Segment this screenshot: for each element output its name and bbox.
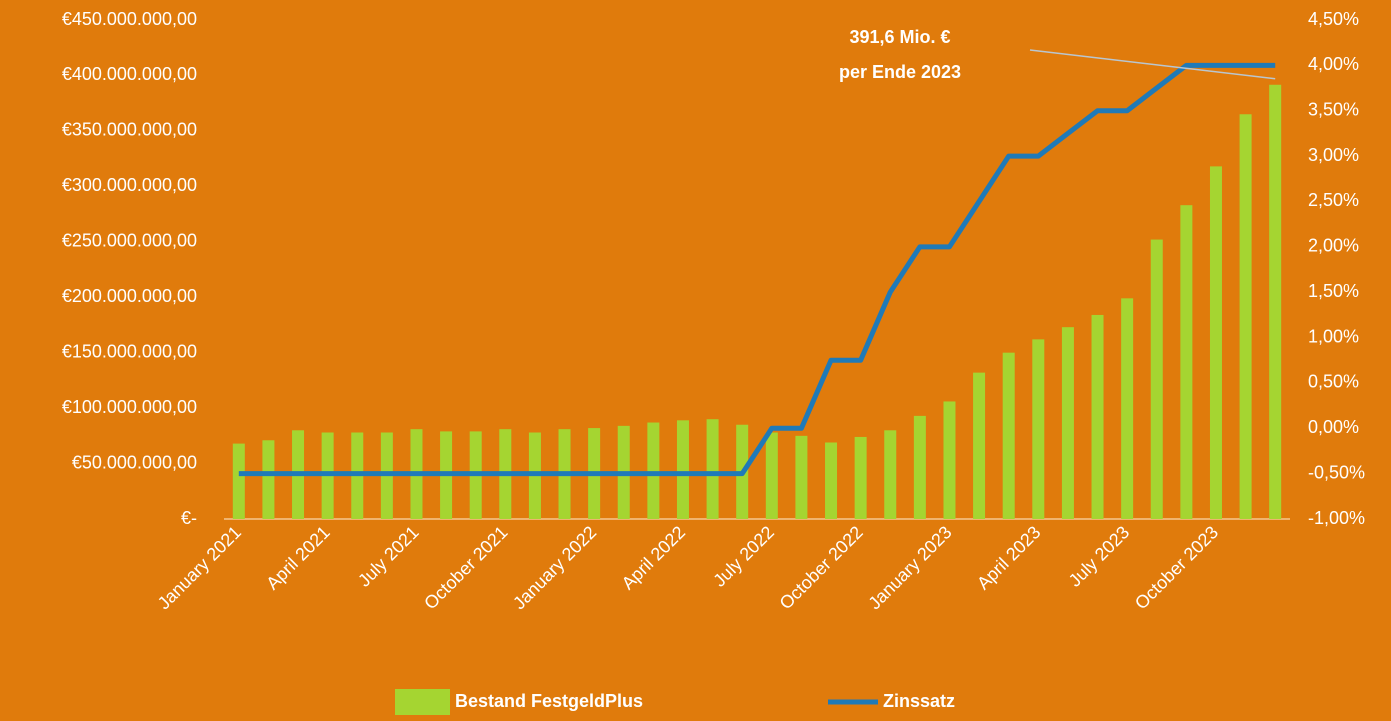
bar (1121, 298, 1134, 519)
legend-swatch (395, 689, 450, 715)
bar (1002, 352, 1015, 519)
bar (1150, 239, 1163, 519)
bar (647, 422, 660, 519)
bar (825, 442, 838, 519)
annotation: 391,6 Mio. € (849, 27, 950, 47)
legend-label: Bestand FestgeldPlus (455, 691, 643, 711)
bar (1180, 205, 1193, 519)
y-tick-label: €100.000.000,00 (62, 397, 197, 417)
y2-tick-label: -1,00% (1308, 508, 1365, 528)
y2-tick-label: 3,50% (1308, 99, 1359, 119)
y2-tick-label: 1,00% (1308, 326, 1359, 346)
annotation: per Ende 2023 (839, 62, 961, 82)
y2-tick-label: 4,50% (1308, 9, 1359, 29)
y-tick-label: €250.000.000,00 (62, 231, 197, 251)
bar (973, 372, 986, 519)
bar (795, 435, 808, 519)
y-tick-label: €200.000.000,00 (62, 286, 197, 306)
bar (765, 432, 778, 519)
bar (854, 436, 867, 519)
bar (943, 401, 956, 519)
y2-tick-label: 2,00% (1308, 236, 1359, 256)
bar (232, 443, 245, 519)
legend-label: Zinssatz (883, 691, 955, 711)
bar (1209, 166, 1222, 519)
y2-tick-label: 0,50% (1308, 372, 1359, 392)
y2-tick-label: 3,00% (1308, 145, 1359, 165)
annotation-leader (1029, 49, 1276, 80)
y-tick-label: €50.000.000,00 (72, 452, 197, 472)
bar (706, 419, 719, 519)
bar (1239, 114, 1252, 519)
y2-tick-label: 0,00% (1308, 417, 1359, 437)
bar (1061, 327, 1074, 519)
y-tick-label: €- (181, 508, 197, 528)
bar (262, 440, 275, 519)
y-tick-label: €450.000.000,00 (62, 9, 197, 29)
bar (1032, 339, 1045, 519)
y-tick-label: €350.000.000,00 (62, 120, 197, 140)
bar (676, 420, 689, 519)
bar (884, 430, 897, 519)
y2-tick-label: 2,50% (1308, 190, 1359, 210)
y2-tick-label: 1,50% (1308, 281, 1359, 301)
bar (1269, 84, 1282, 520)
y2-tick-label: 4,00% (1308, 54, 1359, 74)
bar (1091, 314, 1104, 519)
y-tick-label: €300.000.000,00 (62, 175, 197, 195)
y-tick-label: €150.000.000,00 (62, 341, 197, 361)
y2-tick-label: -0,50% (1308, 462, 1365, 482)
bar (913, 415, 926, 519)
line (238, 62, 1276, 477)
y-tick-label: €400.000.000,00 (62, 64, 197, 84)
